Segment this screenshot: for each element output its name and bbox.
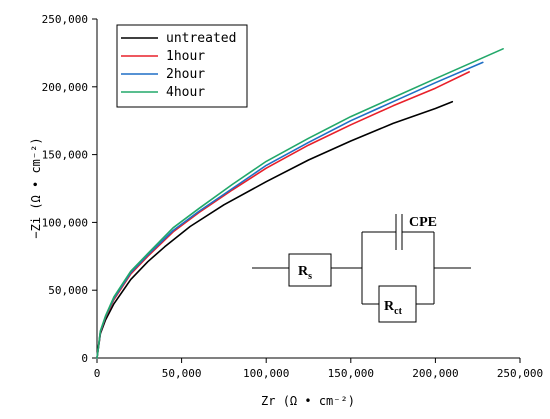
x-ticks: 0 50,000 100,000 150,000 200,000 250,000: [94, 358, 543, 380]
y-axis-label: −Zi (Ω • cm⁻²): [29, 137, 43, 238]
rct-label: Rct: [384, 299, 403, 317]
y-tick-label: 100,000: [42, 216, 88, 229]
x-tick-label: 0: [94, 367, 101, 380]
rs-label: Rs: [298, 264, 312, 282]
x-tick-label: 150,000: [328, 367, 374, 380]
x-tick-label: 50,000: [162, 367, 202, 380]
rs-resistor: [288, 253, 332, 287]
cpe-label: CPE: [409, 215, 437, 230]
y-tick-label: 150,000: [42, 149, 88, 162]
y-ticks: 0 50,000 100,000 150,000 200,000 250,000: [42, 13, 97, 365]
legend-label-4hour: 4hour: [166, 85, 205, 100]
legend-label-1hour: 1hour: [166, 49, 205, 64]
legend-label-untreated: untreated: [166, 31, 236, 46]
x-tick-label: 200,000: [412, 367, 458, 380]
x-tick-label: 250,000: [497, 367, 543, 380]
y-tick-label: 50,000: [48, 284, 88, 297]
legend: untreated 1hour 2hour 4hour: [116, 24, 248, 108]
y-tick-label: 250,000: [42, 13, 88, 26]
series-line-untreated: [96, 100, 454, 359]
x-axis-label: Zr (Ω • cm⁻²): [261, 394, 355, 408]
series-layer: [96, 48, 504, 359]
y-tick-label: 200,000: [42, 81, 88, 94]
y-tick-label: 0: [81, 352, 88, 365]
equivalent-circuit: [252, 214, 471, 323]
series-line-4hour: [96, 48, 504, 359]
legend-label-2hour: 2hour: [166, 67, 205, 82]
x-tick-label: 100,000: [243, 367, 289, 380]
